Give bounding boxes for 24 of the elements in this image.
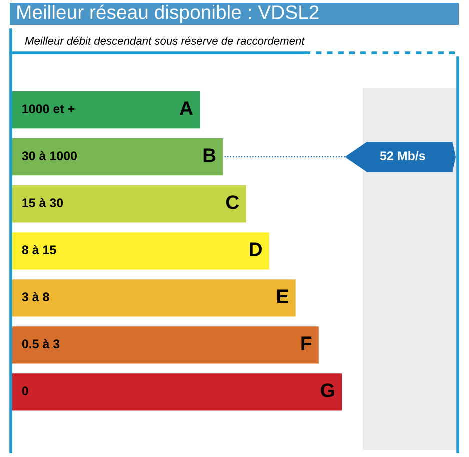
bar (12, 92, 200, 129)
y-tick-label: 15 à 30 (22, 198, 64, 208)
bar (12, 138, 224, 176)
y-tick-label: 8 à 15 (22, 245, 56, 254)
chart-title: Meilleur réseau disponible : VDSL2 (18, 4, 319, 24)
y-tick-label: 0 (22, 386, 28, 396)
bar (12, 186, 246, 223)
y-tick-label: 0.5 à 3 (22, 339, 60, 349)
bar (12, 280, 296, 317)
annotation: D (250, 242, 262, 256)
annotation: B (204, 148, 216, 162)
chart-subtitle: Meilleur débit descendant sous réserve de raccordement (25, 36, 306, 45)
y-tick-label: 30 à 1000 (22, 151, 77, 160)
annotation: C (226, 196, 240, 210)
bar (12, 326, 319, 364)
bar (12, 374, 342, 411)
annotation: G (321, 384, 334, 398)
annotation: A (180, 102, 193, 116)
annotation: F (302, 336, 312, 350)
bar (12, 232, 270, 270)
y-tick-label: 3 à 8 (22, 292, 50, 302)
annotation: E (278, 290, 288, 304)
text: 52 Mb/s (380, 151, 426, 161)
y-tick-label: 1000 et + (22, 104, 75, 114)
